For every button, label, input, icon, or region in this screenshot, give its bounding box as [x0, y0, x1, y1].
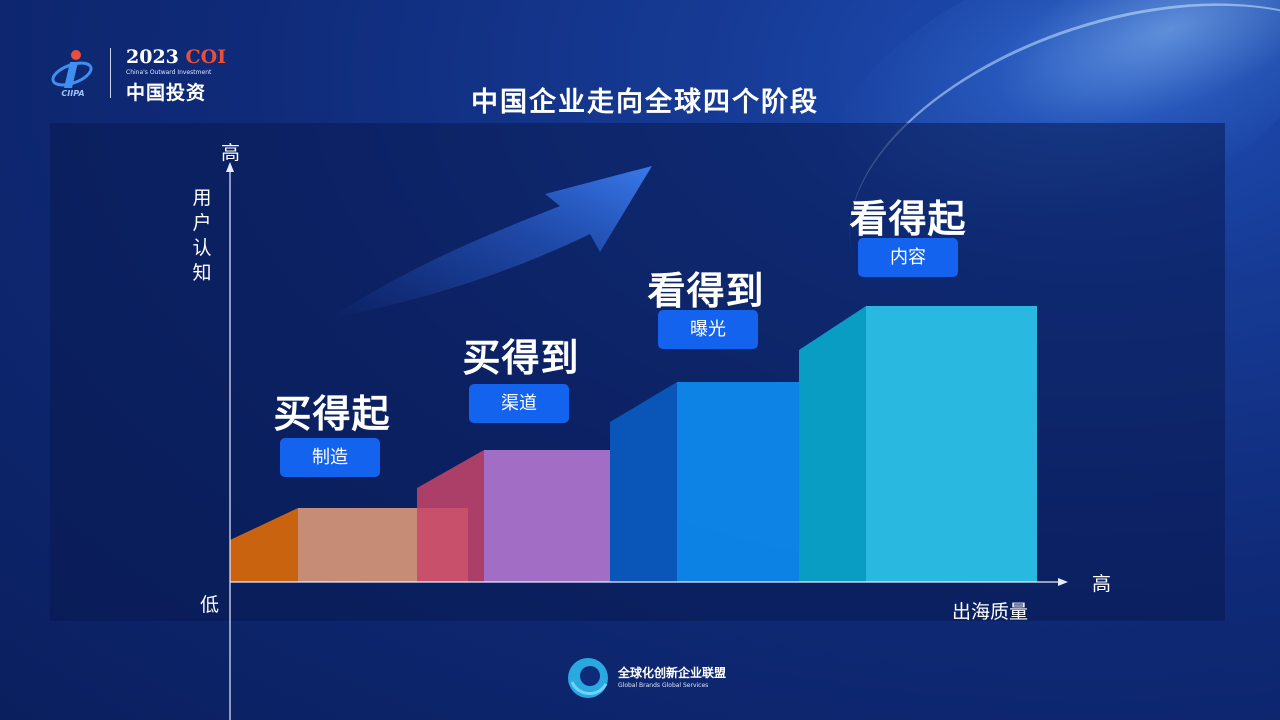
- logo-year-line: 2023 COI: [126, 46, 226, 68]
- stage-block-4: [799, 306, 1037, 582]
- stage-3-badge: 曝光: [658, 310, 758, 349]
- logo-name-cn: 中国投资: [126, 82, 207, 104]
- x-axis-high-label: 高: [1092, 573, 1112, 595]
- stage-1-badge: 制造: [280, 438, 380, 477]
- alliance-logo-icon: [568, 658, 608, 698]
- y-axis-title: 用户认知: [192, 187, 212, 284]
- stage-2-title: 买得到: [462, 336, 580, 380]
- footer-org-cn: 全球化创新企业联盟: [618, 666, 727, 680]
- ciipa-logo-icon: CIIPA: [51, 50, 93, 98]
- stage-3-title: 看得到: [647, 269, 765, 313]
- logo-divider: [110, 48, 111, 98]
- y-axis-arrow: [226, 162, 234, 172]
- stage-2-badge: 渠道: [469, 384, 569, 423]
- stage-4-badge: 内容: [858, 238, 958, 277]
- page-title: 中国企业走向全球四个阶段: [471, 87, 819, 118]
- trend-arrow: [330, 166, 652, 318]
- x-axis-title: 出海质量: [952, 601, 1029, 623]
- footer-logo: 全球化创新企业联盟 Global Brands Global Services: [566, 654, 766, 702]
- logo-mark-text: CIIPA: [61, 89, 84, 98]
- y-axis-high-label: 高: [221, 142, 241, 164]
- logo-year: 2023: [126, 46, 179, 68]
- origin-low-label: 低: [200, 594, 220, 616]
- header-logo: CIIPA 2023 COI China's Outward Investmen…: [50, 44, 230, 104]
- logo-tagline: China's Outward Investment: [126, 69, 212, 76]
- stage-1-title: 买得起: [273, 392, 391, 436]
- logo-brand: COI: [185, 46, 227, 68]
- footer-org-en: Global Brands Global Services: [618, 682, 709, 689]
- x-axis-arrow: [1058, 578, 1068, 586]
- stage-4-title: 看得起: [849, 197, 967, 241]
